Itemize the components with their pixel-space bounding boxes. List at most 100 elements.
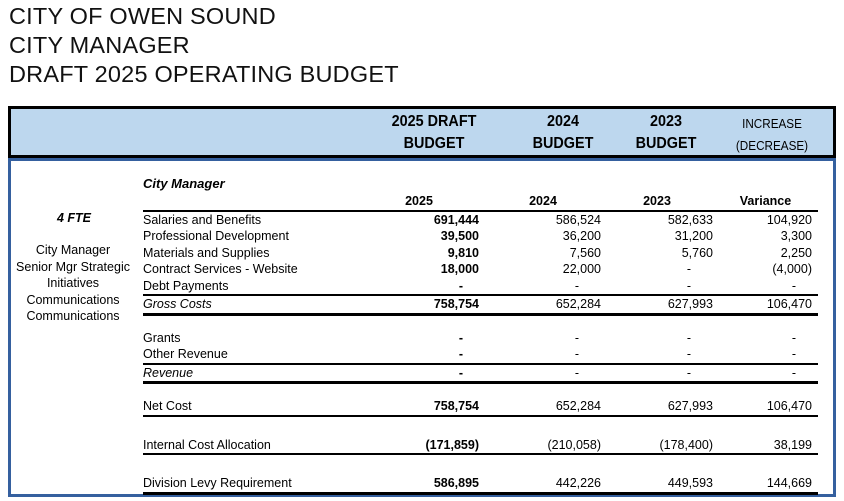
cell-2025: 758,754 xyxy=(353,398,485,417)
cell-2023: 5,760 xyxy=(681,245,713,260)
cell-2023: (178,400) xyxy=(601,436,713,455)
column-header-2023: 2023 xyxy=(601,193,713,212)
division-list: City Manager Senior Mgr Strategic Initia… xyxy=(2,242,144,325)
cell-variance: - xyxy=(713,363,818,384)
column-header-variance: Variance xyxy=(713,193,818,212)
title-line-city: CITY OF OWEN SOUND xyxy=(9,3,276,29)
cell-2023: - xyxy=(601,346,713,365)
cell-variance: 3,300 xyxy=(780,229,812,244)
column-header-2024: 2024 xyxy=(485,193,601,212)
cell-2025: - xyxy=(353,277,485,296)
cell-2023: - xyxy=(686,330,691,345)
cell-2024: - xyxy=(574,330,579,345)
division-list-item: Senior Mgr Strategic xyxy=(16,259,130,274)
cell-2024: 586,524 xyxy=(555,212,601,227)
section-title: City Manager xyxy=(143,176,225,191)
row-label: Division Levy Requirement xyxy=(143,475,353,495)
cell-2025: - xyxy=(353,363,485,384)
spacer-row xyxy=(143,383,818,399)
cell-2023: 627,993 xyxy=(601,398,713,417)
cell-variance: 106,470 xyxy=(713,398,818,417)
cell-2023: 31,200 xyxy=(674,229,713,244)
table-row: Grants - - - - xyxy=(143,330,818,347)
header-col-increase-decrease: INCREASE (DECREASE) xyxy=(735,116,809,153)
fte-label: 4 FTE xyxy=(56,211,92,225)
row-label: Materials and Supplies xyxy=(143,245,270,260)
budget-table: 2025 2024 2023 Variance Salaries and Ben… xyxy=(143,193,818,495)
cell-variance: 106,470 xyxy=(713,295,818,316)
cell-2024: - xyxy=(485,277,601,296)
header-col-2025-draft-budget: 2025 DRAFT BUDGET xyxy=(391,113,477,152)
division-list-item: Communications xyxy=(26,292,120,307)
table-row: Net Cost 758,754 652,284 627,993 106,470 xyxy=(143,398,818,417)
table-row: Professional Development 39,500 36,200 31,2… xyxy=(143,228,818,245)
table-row: Debt Payments - - - - xyxy=(143,277,818,296)
table-row: Other Revenue - - - - xyxy=(143,346,818,365)
cell-2025: 18,000 xyxy=(440,262,479,277)
table-row: Materials and Supplies 9,810 7,560 5,760 2,2… xyxy=(143,245,818,262)
header-col-2024-budget: 2024 BUDGET xyxy=(532,113,594,152)
cell-2025: 586,895 xyxy=(353,475,485,495)
table-column-header-row: 2025 2024 2023 Variance xyxy=(143,193,818,212)
spacer-cell xyxy=(143,454,818,475)
budget-table-body: Salaries and Benefits 691,444 586,524 582,6… xyxy=(143,211,818,495)
spacer-row xyxy=(143,314,818,330)
column-header-2025: 2025 xyxy=(353,193,485,212)
cell-variance: 2,250 xyxy=(780,245,812,260)
table-row: Internal Cost Allocation (171,859) (210,05… xyxy=(143,436,818,455)
cell-variance: - xyxy=(791,330,796,345)
division-list-item: City Manager xyxy=(35,243,111,257)
title-line-department: CITY MANAGER xyxy=(9,32,190,58)
table-row: Contract Services - Website 18,000 22,000 -… xyxy=(143,261,818,278)
document-title: CITY OF OWEN SOUND CITY MANAGER DRAFT 20… xyxy=(9,2,399,89)
row-label: Net Cost xyxy=(143,398,353,417)
cell-2024: (210,058) xyxy=(485,436,601,455)
column-header-blank xyxy=(143,193,353,212)
cell-2024: - xyxy=(485,346,601,365)
table-row: Revenue - - - - xyxy=(143,363,818,384)
table-row: Salaries and Benefits 691,444 586,524 582,6… xyxy=(143,211,818,229)
cell-2024: 7,560 xyxy=(569,245,601,260)
cell-variance: - xyxy=(713,277,818,296)
row-label: Grants xyxy=(143,330,181,345)
spacer-cell xyxy=(143,314,818,330)
table-row: Division Levy Requirement 586,895 442,226 4… xyxy=(143,475,818,495)
cell-2025: (171,859) xyxy=(353,436,485,455)
cell-2024: 652,284 xyxy=(485,398,601,417)
row-label: Revenue xyxy=(143,363,353,384)
cell-2024: 442,226 xyxy=(485,475,601,495)
cell-2025: 758,754 xyxy=(353,295,485,316)
row-label: Professional Development xyxy=(143,229,289,244)
spacer-row xyxy=(143,454,818,475)
row-label: Salaries and Benefits xyxy=(143,212,262,227)
spacer-row xyxy=(143,416,818,437)
cell-2025: - xyxy=(458,330,463,345)
row-label: Debt Payments xyxy=(143,277,353,296)
cell-2025: 39,500 xyxy=(440,229,479,244)
cell-2024: 36,200 xyxy=(562,229,601,244)
cell-2023: 582,633 xyxy=(667,212,713,227)
cell-2023: - xyxy=(686,262,691,277)
cell-2024: 652,284 xyxy=(485,295,601,316)
division-list-item: Initiatives xyxy=(46,276,100,290)
cell-2023: 627,993 xyxy=(601,295,713,316)
cell-variance: 104,920 xyxy=(766,212,812,227)
cell-variance: (4,000) xyxy=(772,262,812,277)
cell-variance: 144,669 xyxy=(713,475,818,495)
row-label: Other Revenue xyxy=(143,346,353,365)
budget-header-band: 2025 DRAFT BUDGET 2024 BUDGET 2023 BUDGE… xyxy=(8,106,836,158)
table-row: Gross Costs 758,754 652,284 627,993 106,470 xyxy=(143,295,818,316)
header-col-2023-budget: 2023 BUDGET xyxy=(635,113,697,152)
cell-2024: - xyxy=(485,363,601,384)
cell-variance: - xyxy=(713,346,818,365)
cell-2024: 22,000 xyxy=(562,262,601,277)
cell-2023: - xyxy=(601,277,713,296)
row-label: Contract Services - Website xyxy=(143,262,298,277)
cell-2025: - xyxy=(353,346,485,365)
division-list-item: Communications xyxy=(26,309,120,323)
spacer-cell xyxy=(143,416,818,437)
row-label: Internal Cost Allocation xyxy=(143,436,353,455)
cell-variance: 38,199 xyxy=(713,436,818,455)
title-line-budget: DRAFT 2025 OPERATING BUDGET xyxy=(9,61,399,87)
